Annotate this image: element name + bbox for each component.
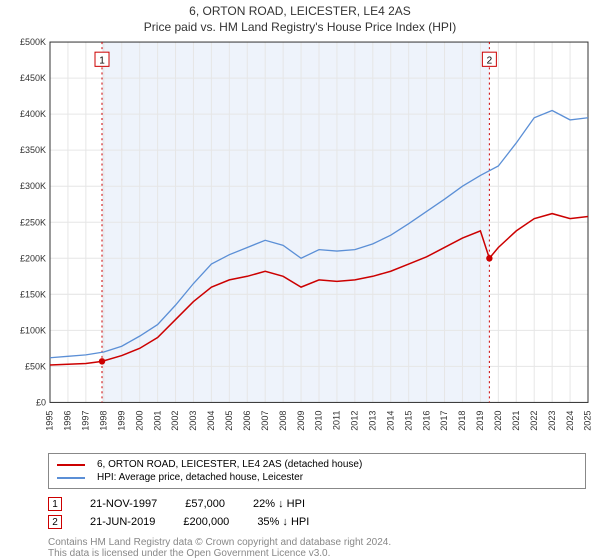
chart-svg: £0 £50K £100K £150K £200K £250K £300K £350K £400… (8, 38, 592, 449)
svg-text:2011: 2011 (332, 411, 342, 431)
transaction-row-1: 1 21-NOV-1997 £57,000 22% ↓ HPI (48, 495, 586, 513)
legend-swatch-price-paid (57, 464, 85, 466)
svg-text:1998: 1998 (99, 411, 109, 431)
svg-text:2000: 2000 (134, 411, 144, 431)
svg-text:£50K: £50K (25, 361, 46, 371)
svg-text:2001: 2001 (152, 411, 162, 431)
tx-price: £200,000 (183, 516, 229, 528)
svg-text:£400K: £400K (20, 109, 46, 119)
svg-text:1: 1 (99, 55, 105, 66)
svg-text:2025: 2025 (583, 411, 592, 431)
svg-text:2002: 2002 (170, 411, 180, 431)
svg-text:2: 2 (487, 55, 493, 66)
transaction-row-2: 2 21-JUN-2019 £200,000 35% ↓ HPI (48, 513, 586, 531)
title-address: 6, ORTON ROAD, LEICESTER, LE4 2AS (8, 4, 592, 18)
tx-marker-2: 2 (48, 515, 62, 529)
svg-text:2013: 2013 (368, 411, 378, 431)
tx-delta: 35% ↓ HPI (257, 516, 309, 528)
svg-text:£250K: £250K (20, 217, 46, 227)
svg-text:2012: 2012 (350, 411, 360, 431)
footer-line1: Contains HM Land Registry data © Crown c… (48, 537, 586, 548)
svg-text:£350K: £350K (20, 145, 46, 155)
svg-text:2008: 2008 (278, 411, 288, 431)
footer-line2: This data is licensed under the Open Gov… (48, 548, 586, 559)
legend: 6, ORTON ROAD, LEICESTER, LE4 2AS (detac… (48, 453, 586, 489)
svg-text:2004: 2004 (206, 411, 216, 431)
svg-text:2009: 2009 (296, 411, 306, 431)
svg-text:£450K: £450K (20, 73, 46, 83)
svg-text:2005: 2005 (224, 411, 234, 431)
svg-text:£500K: £500K (20, 38, 46, 47)
chart-area: £0 £50K £100K £150K £200K £250K £300K £350K £400… (8, 38, 592, 449)
footer-attribution: Contains HM Land Registry data © Crown c… (48, 537, 586, 559)
svg-text:£150K: £150K (20, 289, 46, 299)
svg-text:2007: 2007 (260, 411, 270, 431)
svg-text:2003: 2003 (188, 411, 198, 431)
tx-price: £57,000 (185, 498, 225, 510)
svg-text:2014: 2014 (385, 411, 395, 431)
svg-text:£0: £0 (36, 397, 46, 407)
svg-text:£300K: £300K (20, 181, 46, 191)
legend-row-price-paid: 6, ORTON ROAD, LEICESTER, LE4 2AS (detac… (57, 458, 577, 471)
svg-text:2021: 2021 (511, 411, 521, 431)
legend-swatch-hpi (57, 477, 85, 479)
svg-text:£200K: £200K (20, 253, 46, 263)
svg-text:2020: 2020 (493, 411, 503, 431)
svg-text:2016: 2016 (421, 411, 431, 431)
svg-text:2024: 2024 (565, 411, 575, 431)
svg-text:1999: 1999 (116, 411, 126, 431)
svg-text:2022: 2022 (529, 411, 539, 431)
svg-text:2018: 2018 (457, 411, 467, 431)
svg-text:£100K: £100K (20, 325, 46, 335)
chart-titles: 6, ORTON ROAD, LEICESTER, LE4 2AS Price … (8, 4, 592, 38)
svg-text:2006: 2006 (242, 411, 252, 431)
svg-text:2019: 2019 (475, 411, 485, 431)
legend-label-hpi: HPI: Average price, detached house, Leic… (97, 472, 303, 483)
legend-label-price-paid: 6, ORTON ROAD, LEICESTER, LE4 2AS (detac… (97, 459, 362, 470)
svg-text:2017: 2017 (439, 411, 449, 431)
tx-date: 21-NOV-1997 (90, 498, 157, 510)
tx-delta: 22% ↓ HPI (253, 498, 305, 510)
svg-text:2010: 2010 (314, 411, 324, 431)
legend-row-hpi: HPI: Average price, detached house, Leic… (57, 471, 577, 484)
transaction-table: 1 21-NOV-1997 £57,000 22% ↓ HPI 2 21-JUN… (48, 495, 586, 531)
svg-text:2023: 2023 (547, 411, 557, 431)
svg-text:1997: 1997 (81, 411, 91, 431)
svg-text:2015: 2015 (403, 411, 413, 431)
tx-marker-1: 1 (48, 497, 62, 511)
title-subtitle: Price paid vs. HM Land Registry's House … (8, 20, 592, 34)
svg-text:1995: 1995 (45, 411, 55, 431)
tx-date: 21-JUN-2019 (90, 516, 155, 528)
svg-text:1996: 1996 (63, 411, 73, 431)
